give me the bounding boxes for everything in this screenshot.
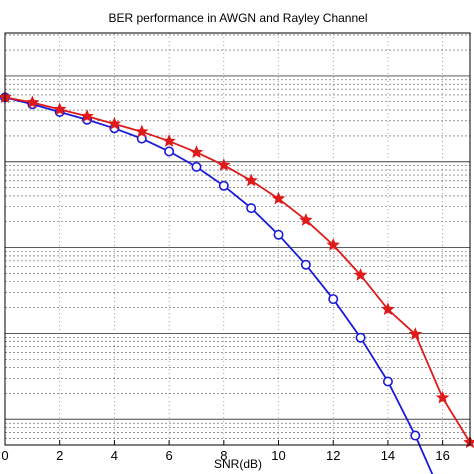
x-tick-label: 10 [271,448,285,463]
series-1-point [299,213,313,226]
x-tick-label: 2 [56,448,63,463]
series-1-point [107,116,122,130]
series-1-point [381,302,395,316]
series-layer [0,90,474,474]
x-tick-labels: 0 2 4 6 8 10 12 14 16 [1,440,450,463]
series-1-point [189,145,204,159]
series-0-point [218,180,229,191]
series-1-point [162,134,176,147]
series-1 [0,90,474,449]
series-0-point [164,146,175,157]
series-0-point [382,376,393,387]
series-0 [0,92,434,474]
series-0-point [355,332,366,343]
series-0-point [410,430,421,441]
series-1-point [135,124,149,138]
x-axis-label: SNR(dB) [214,457,262,471]
x-tick-label: 6 [166,448,173,463]
series-0-point [191,161,202,172]
x-tick-label: 14 [381,448,395,463]
series-1-point [25,95,40,109]
series-1-point [271,191,286,205]
series-0-point [246,203,257,214]
series-0-point [328,294,339,305]
x-tick-label: 8 [220,448,227,463]
x-tick-label: 0 [1,448,8,463]
series-0-point [300,259,311,270]
series-1-point [217,158,231,171]
series-1-point [326,237,340,251]
series-0-point [273,229,284,240]
x-tick-label: 16 [435,448,449,463]
series-1-point [353,268,368,281]
grid-lines [5,33,470,445]
x-tick-label: 12 [326,448,340,463]
series-1-line [4,96,471,443]
series-1-point [435,390,450,404]
x-tick-label: 4 [111,448,118,463]
chart-title: BER performance in AWGN and Rayley Chann… [108,11,367,25]
series-1-point [80,109,94,122]
series-1-point [53,102,67,116]
plot-frame [4,32,471,446]
series-1-point [408,327,422,340]
series-1-point [244,173,258,187]
